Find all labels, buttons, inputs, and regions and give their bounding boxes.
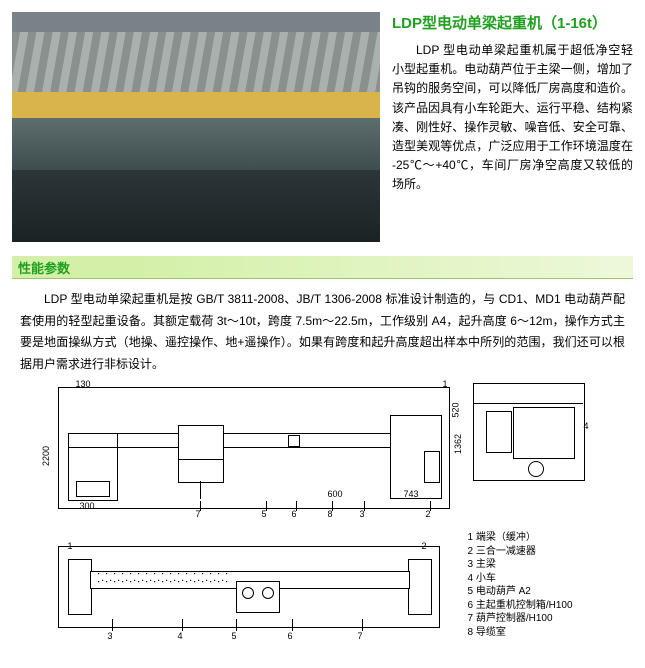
plan-hoist	[236, 581, 280, 613]
dim-4: 4	[584, 421, 589, 431]
leader-2	[430, 501, 431, 511]
diagram-legend: 1 端梁（缓冲） 2 三合一减速器 3 主梁 4 小车 5 电动葫芦 A2 6 …	[468, 531, 573, 639]
header-block: LDP型电动单梁起重机（1-16t） LDP 型电动单梁起重机属于超低净空轻小型…	[392, 12, 633, 242]
dim-1: 1	[443, 379, 448, 389]
leader-3	[364, 501, 365, 511]
legend-8: 8 导缆室	[468, 626, 573, 640]
legend-6: 6 主起重机控制箱/H100	[468, 599, 573, 613]
plan-left-end	[68, 559, 92, 615]
dim-520: 520	[450, 403, 460, 418]
legend-4: 4 小车	[468, 572, 573, 586]
pl-7	[362, 619, 363, 631]
legend-3: 3 主梁	[468, 558, 573, 572]
left-wheel-box	[76, 481, 110, 497]
detail-wheel	[528, 461, 544, 477]
plan-hoist-wheel-r	[262, 587, 274, 599]
plan-7: 7	[358, 631, 363, 641]
leader-6	[296, 501, 297, 511]
top-row: LDP型电动单梁起重机（1-16t） LDP 型电动单梁起重机属于超低净空轻小型…	[12, 12, 633, 242]
spec-paragraph: LDP 型电动单梁起重机是按 GB/T 3811-2008、JB/T 1306-…	[20, 289, 625, 375]
pl-6	[292, 619, 293, 631]
plan-hoist-wheel-l	[242, 587, 254, 599]
plan-1: 1	[68, 541, 73, 551]
dim-130: 130	[76, 379, 91, 389]
pl-5	[236, 619, 237, 631]
leader-7	[200, 501, 201, 511]
plan-2: 2	[422, 541, 427, 551]
legend-5: 5 电动葫芦 A2	[468, 585, 573, 599]
plan-4: 4	[178, 631, 183, 641]
detail-hoist	[486, 411, 512, 453]
section-heading: 性能参数	[18, 258, 70, 277]
right-motor	[424, 451, 440, 483]
dim-743: 743	[404, 489, 419, 499]
plan-zigzag	[98, 573, 228, 585]
detail-top	[473, 403, 583, 404]
dim-1362: 1362	[453, 434, 463, 454]
pl-4	[182, 619, 183, 631]
dim-2200: 2200	[41, 446, 51, 466]
ctrl-box	[288, 435, 300, 447]
legend-7: 7 葫芦控制器/H100	[468, 612, 573, 626]
leader-5	[266, 501, 267, 511]
plan-right-end	[408, 559, 432, 615]
detail-endcarriage	[513, 407, 575, 459]
product-title: LDP型电动单梁起重机（1-16t）	[392, 12, 633, 33]
section-heading-bar: 性能参数	[12, 256, 633, 279]
beam-bot	[68, 447, 440, 448]
hoist-cab	[178, 425, 224, 461]
plan-6: 6	[288, 631, 293, 641]
beam-top	[68, 433, 440, 434]
dim-600: 600	[328, 489, 343, 499]
product-description: LDP 型电动单梁起重机属于超低净空轻小型起重机。电动葫芦位于主梁一侧，增加了吊…	[392, 41, 633, 195]
product-photo	[12, 12, 380, 242]
dim-300: 300	[80, 501, 95, 511]
legend-2: 2 三合一减速器	[468, 545, 573, 559]
plan-5: 5	[232, 631, 237, 641]
pl-3	[112, 619, 113, 631]
leader-8	[332, 501, 333, 511]
hoist-body	[178, 459, 224, 483]
hoist-rope	[200, 481, 201, 499]
legend-1: 1 端梁（缓冲）	[468, 531, 573, 545]
technical-diagram: 130 300 7 5 6 8 3 600 2200 1362 520 2 74…	[28, 381, 618, 656]
plan-3: 3	[108, 631, 113, 641]
